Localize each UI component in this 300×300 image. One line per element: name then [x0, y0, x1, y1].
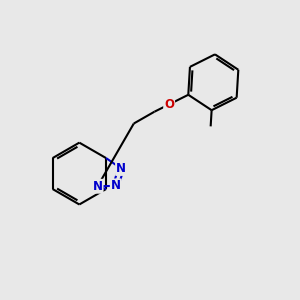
Text: N: N	[116, 162, 126, 175]
Text: N: N	[93, 180, 103, 193]
Text: N: N	[111, 179, 121, 192]
Text: O: O	[164, 98, 174, 111]
